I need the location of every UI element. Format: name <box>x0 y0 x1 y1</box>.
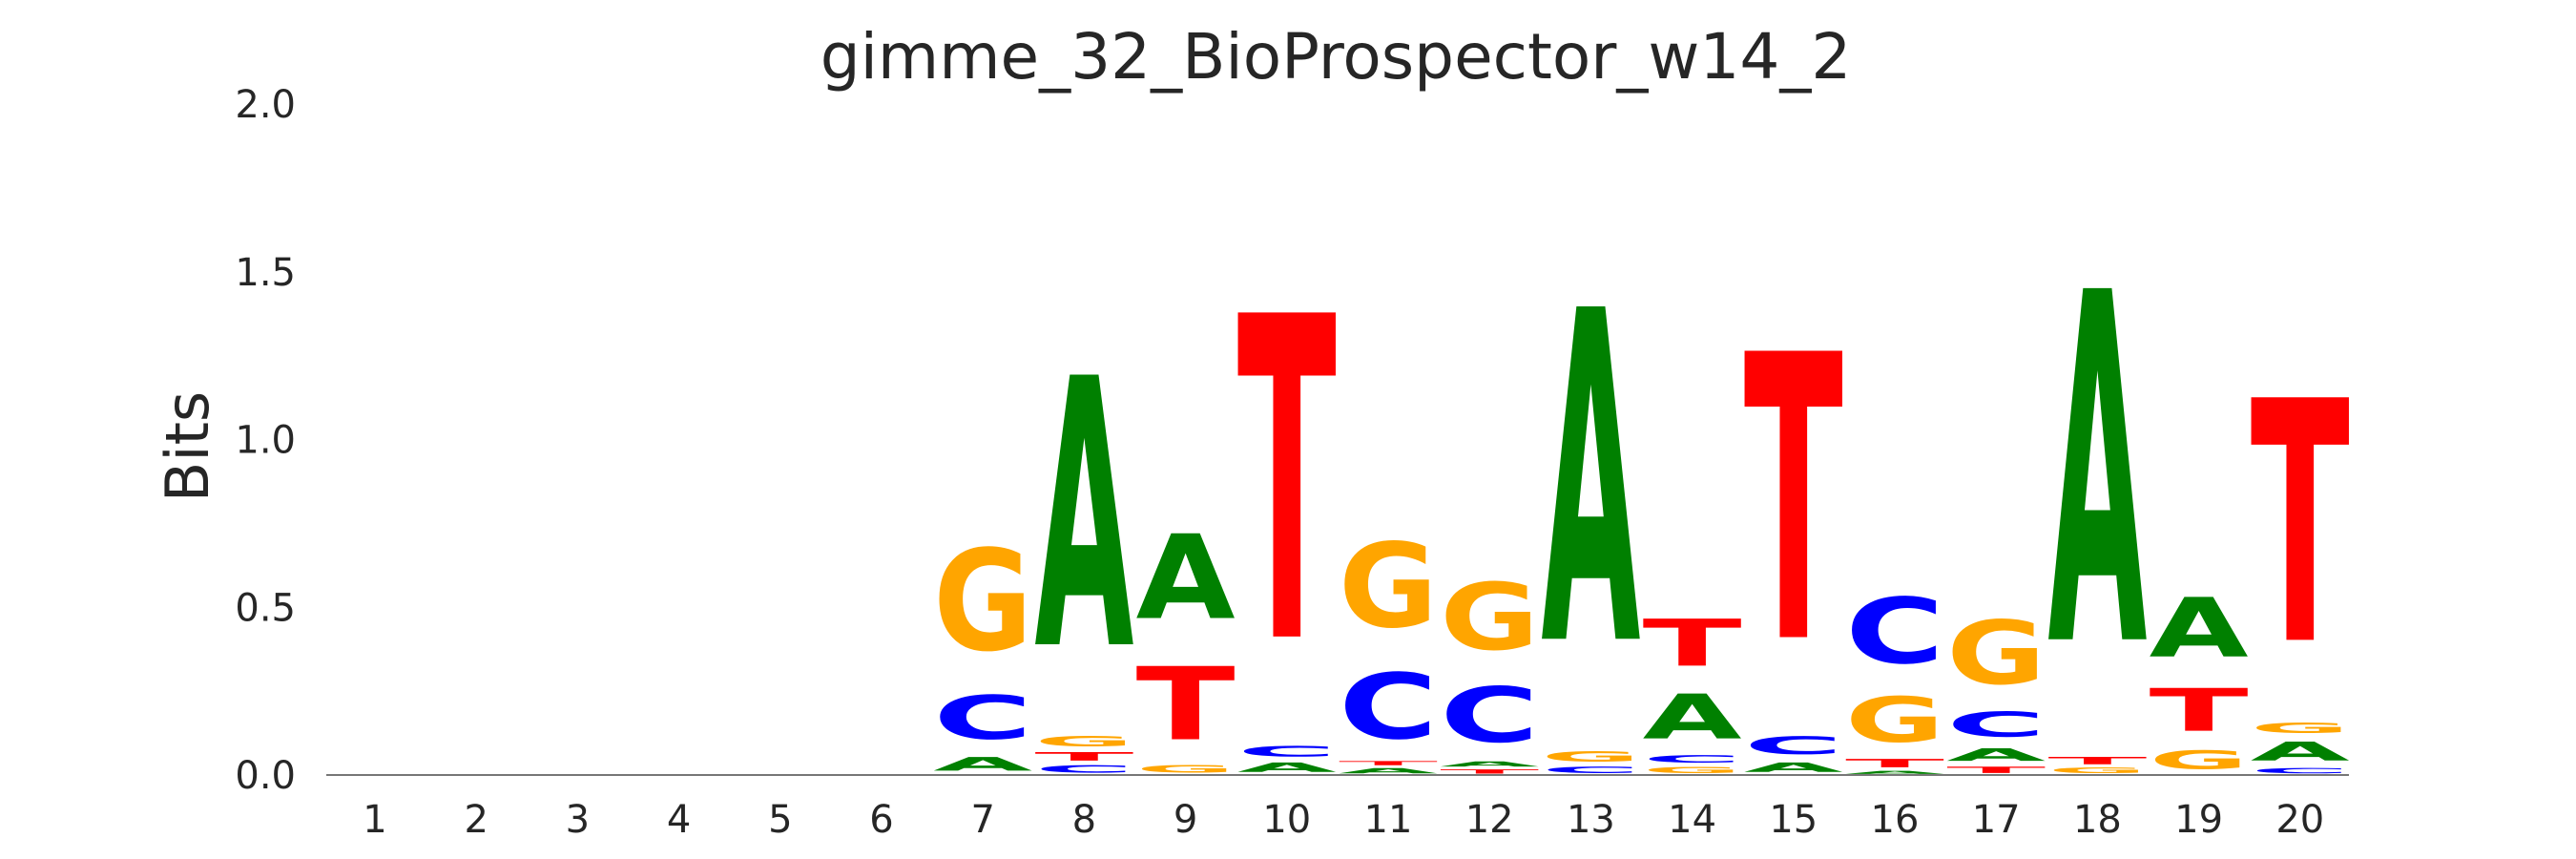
logo-letter-g: G <box>1643 765 1742 775</box>
x-tick-label: 6 <box>869 798 893 842</box>
y-tick-label: 1.0 <box>235 419 296 463</box>
x-tick-label: 10 <box>1262 798 1311 842</box>
x-tick-label: 1 <box>363 798 386 842</box>
logo-letter-t: T <box>1034 750 1133 764</box>
logo-letter-t: T <box>1237 223 1338 742</box>
logo-letter-t: T <box>1440 768 1539 775</box>
logo-letter-g: G <box>1946 603 2046 705</box>
logo-letter-t: T <box>1136 646 1236 764</box>
x-tick-label: 16 <box>1871 798 1920 842</box>
logo-letter-t: T <box>1643 606 1742 681</box>
logo-letter-c: C <box>1845 579 1944 684</box>
y-tick-label: 0.0 <box>235 754 296 798</box>
logo-letter-c: C <box>1643 753 1742 765</box>
logo-letter-c: C <box>933 682 1032 753</box>
logo-letter-t: T <box>1744 274 1844 731</box>
x-tick-label: 20 <box>2275 798 2324 842</box>
logo-letter-a: A <box>1541 215 1641 746</box>
x-axis-ticks: 1 2 3 4 5 6 7 8 9 10 11 12 13 14 15 16 17 18 19 20 <box>363 798 2324 842</box>
logo-letter-c: C <box>1339 655 1438 760</box>
x-tick-label: 19 <box>2174 798 2223 842</box>
logo-letter-a: A <box>1643 681 1743 753</box>
logo-letter-g: G <box>1339 520 1438 655</box>
x-tick-label: 3 <box>566 798 590 842</box>
logo-letter-a: A <box>1946 744 2046 765</box>
logo-letter-a: A <box>2150 580 2249 676</box>
x-tick-label: 11 <box>1364 798 1413 842</box>
x-tick-label: 7 <box>970 798 994 842</box>
y-tick-label: 1.5 <box>235 251 296 295</box>
x-tick-label: 15 <box>1769 798 1818 842</box>
x-tick-label: 17 <box>1972 798 2021 842</box>
x-tick-label: 8 <box>1072 798 1096 842</box>
x-tick-label: 12 <box>1465 798 1514 842</box>
logo-letter-t: T <box>1845 757 1944 770</box>
x-tick-label: 5 <box>768 798 792 842</box>
x-tick-label: 2 <box>464 798 488 842</box>
logo-letter-c: C <box>1237 744 1337 761</box>
y-axis-ticks: 0.0 0.5 1.0 1.5 2.0 <box>235 83 296 798</box>
logo-letter-c: C <box>1946 705 2046 745</box>
logo-letter-t: T <box>2047 755 2147 766</box>
logo-letter-g: G <box>1136 764 1236 775</box>
logo-letter-a: A <box>1339 766 1438 775</box>
logo-letter-a: A <box>1440 760 1539 768</box>
x-tick-label: 4 <box>667 798 691 842</box>
x-tick-label: 9 <box>1174 798 1197 842</box>
y-tick-label: 2.0 <box>235 83 296 127</box>
logo-letter-g: G <box>1541 748 1640 765</box>
x-tick-label: 13 <box>1567 798 1615 842</box>
logo-letter-g: G <box>933 521 1032 683</box>
logo-letter-t: T <box>1339 760 1438 766</box>
logo-letter-g: G <box>1034 733 1133 749</box>
logo-letter-a: A <box>2047 193 2148 754</box>
logo-letter-c: C <box>1034 764 1133 775</box>
logo-letter-g: G <box>1845 684 1944 756</box>
logo-stacks: ACGCTGAGTAACTATCGTACGCGAGCATACTATGCTACGG… <box>933 193 2350 775</box>
logo-letter-t: T <box>2150 677 2249 745</box>
logo-letter-c: C <box>1440 672 1539 761</box>
chart-title: gimme_32_BioProspector_w14_2 <box>821 20 1852 94</box>
logo-letter-a: A <box>2251 737 2350 767</box>
logo-letter-g: G <box>1440 564 1539 671</box>
logo-letter-a: A <box>1845 770 1945 775</box>
logo-letter-t: T <box>1946 765 2046 775</box>
logo-letter-g: G <box>2047 766 2147 775</box>
logo-letter-c: C <box>1744 731 1843 760</box>
logo-letter-t: T <box>2251 332 2351 720</box>
y-tick-label: 0.5 <box>235 586 296 630</box>
logo-letter-c: C <box>2251 766 2350 775</box>
x-tick-label: 18 <box>2073 798 2122 842</box>
logo-letter-a: A <box>1237 760 1337 775</box>
logo-letter-a: A <box>1136 511 1236 645</box>
logo-letter-c: C <box>1541 765 1640 775</box>
logo-letter-g: G <box>2150 744 2249 775</box>
x-tick-label: 14 <box>1668 798 1716 842</box>
logo-letter-a: A <box>1744 760 1843 775</box>
logo-letter-a: A <box>933 753 1032 775</box>
y-axis-label: Bits <box>153 391 222 502</box>
logo-letter-g: G <box>2251 720 2350 736</box>
logo-letter-a: A <box>1034 303 1134 732</box>
